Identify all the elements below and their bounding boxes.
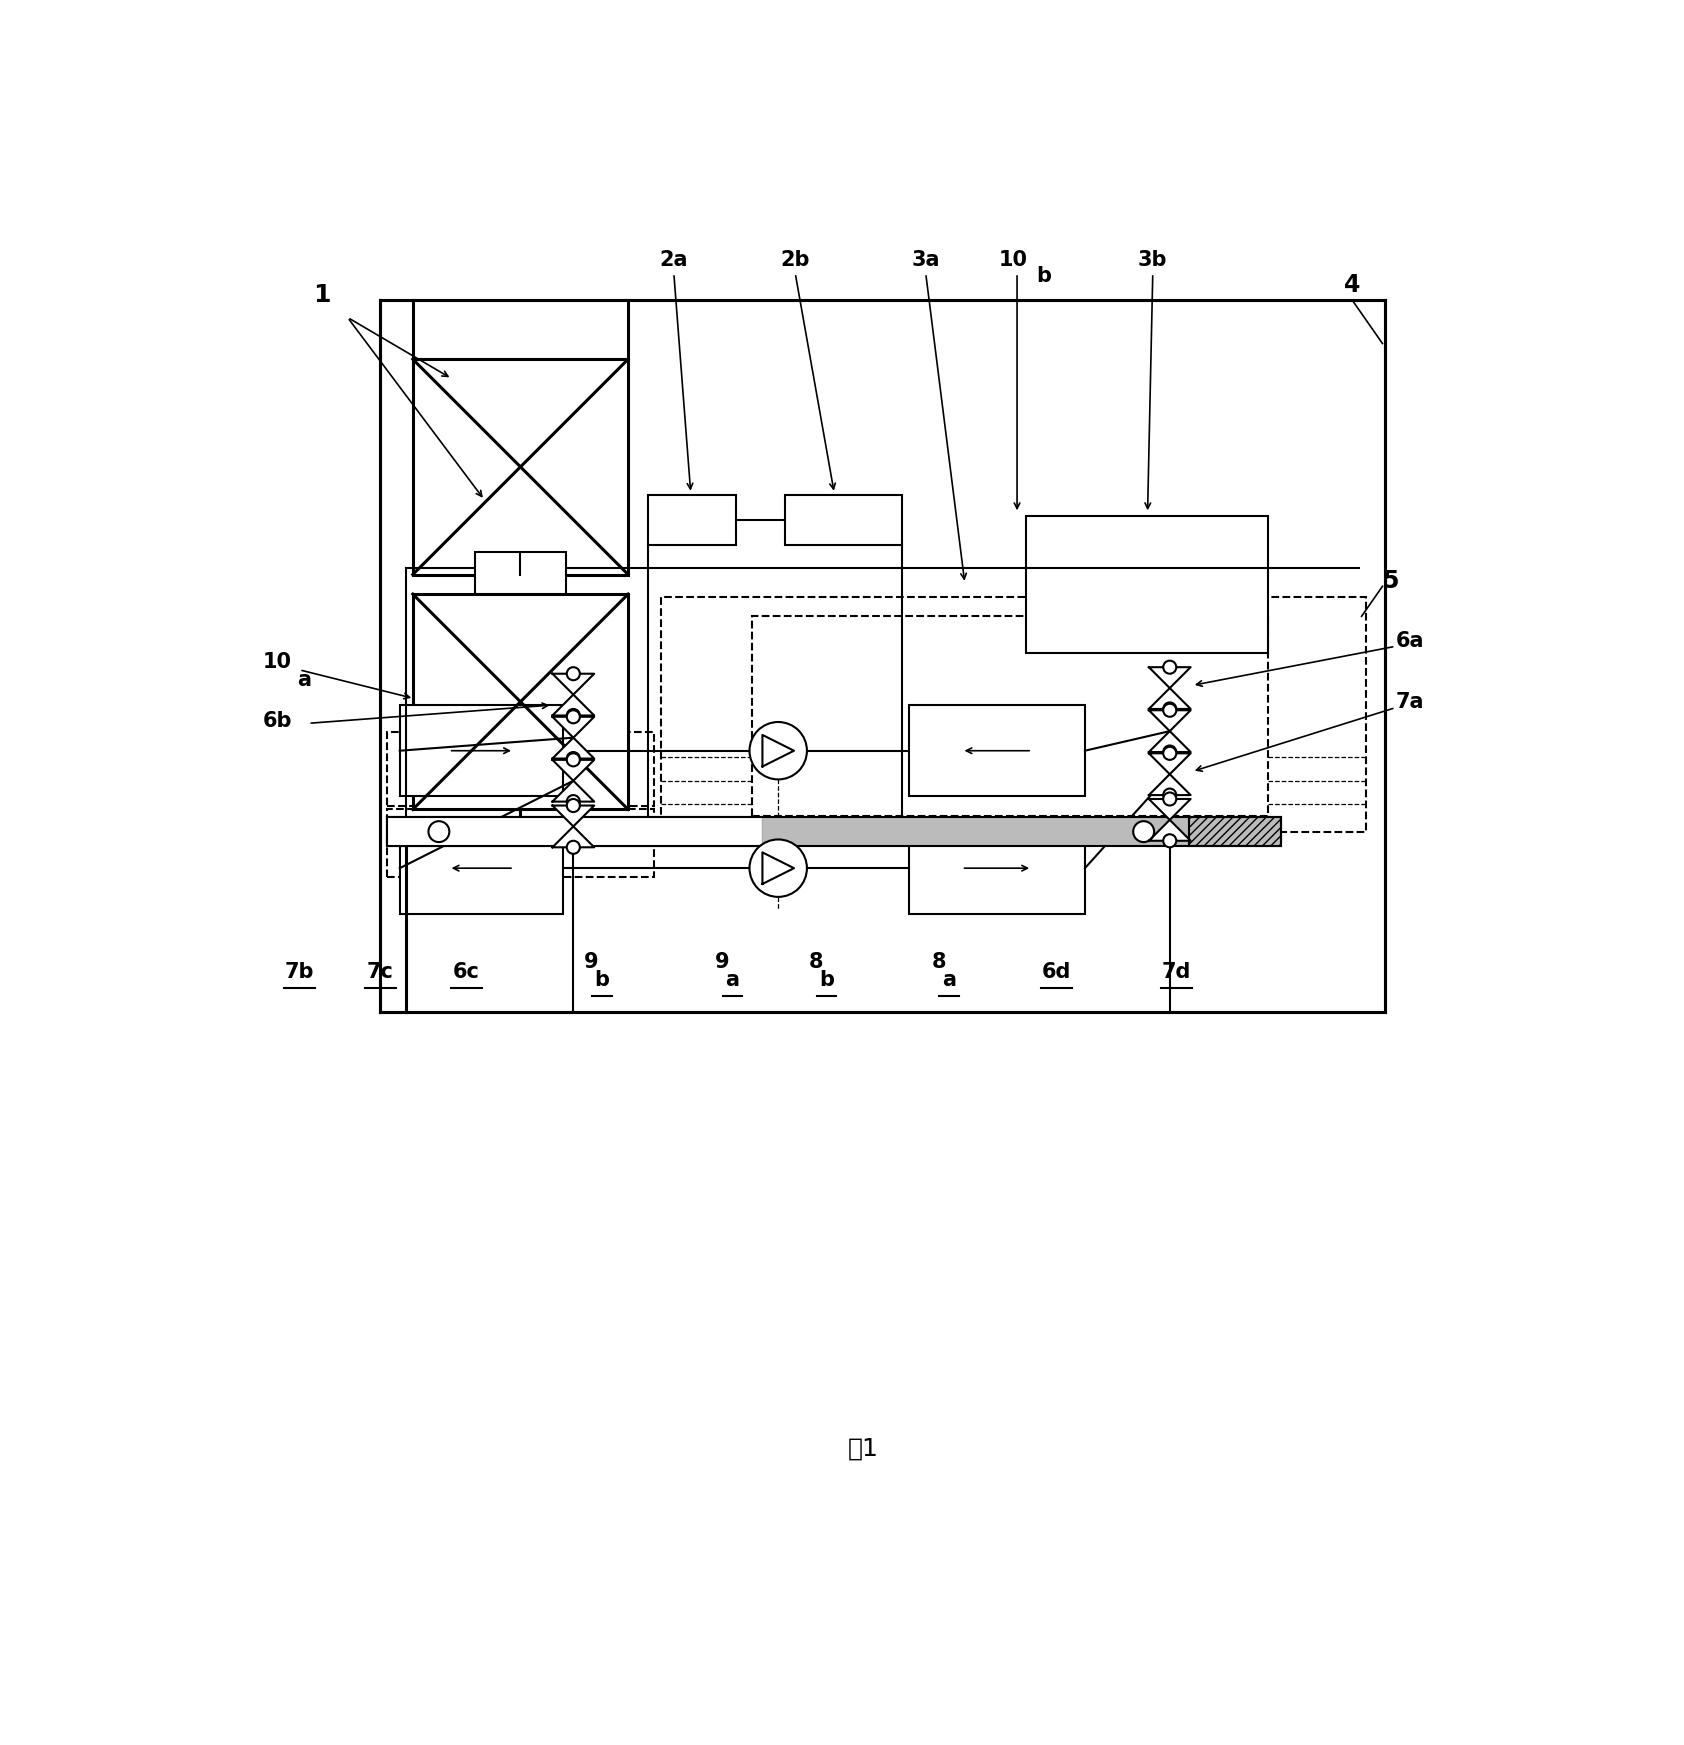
Polygon shape: [552, 695, 594, 715]
Text: 6b: 6b: [263, 710, 293, 731]
Polygon shape: [552, 827, 594, 848]
Bar: [909, 822, 1084, 914]
Polygon shape: [552, 738, 594, 759]
Text: 4: 4: [1344, 272, 1361, 297]
Bar: [475, 553, 566, 593]
Text: 8: 8: [931, 951, 946, 972]
Bar: [413, 359, 628, 574]
Bar: [387, 817, 763, 846]
Polygon shape: [1148, 799, 1191, 820]
Polygon shape: [552, 806, 594, 827]
Bar: [1026, 517, 1268, 653]
Circle shape: [568, 841, 579, 853]
Circle shape: [568, 667, 579, 681]
Bar: [381, 300, 1386, 1012]
Bar: [387, 817, 1282, 846]
Circle shape: [568, 752, 579, 764]
Bar: [785, 496, 903, 544]
Text: 7b: 7b: [285, 961, 313, 982]
Circle shape: [568, 710, 579, 724]
Polygon shape: [552, 780, 594, 801]
Text: 8: 8: [808, 951, 823, 972]
Text: 6a: 6a: [1396, 632, 1425, 651]
Text: 1: 1: [313, 283, 330, 307]
Polygon shape: [552, 674, 594, 695]
Circle shape: [568, 799, 579, 811]
Text: 7c: 7c: [367, 961, 394, 982]
Circle shape: [749, 722, 807, 780]
Text: 3b: 3b: [1138, 251, 1167, 270]
Polygon shape: [1148, 775, 1191, 796]
Polygon shape: [1148, 754, 1191, 775]
Circle shape: [1133, 822, 1154, 843]
Circle shape: [1164, 703, 1177, 717]
Polygon shape: [1148, 688, 1191, 708]
Bar: [909, 705, 1084, 796]
Text: 7a: 7a: [1396, 693, 1425, 712]
Bar: [660, 597, 1366, 832]
Polygon shape: [552, 759, 594, 780]
Circle shape: [568, 796, 579, 808]
Polygon shape: [552, 717, 594, 738]
Text: a: a: [941, 970, 957, 989]
Polygon shape: [1148, 731, 1191, 752]
Text: 6d: 6d: [1041, 961, 1071, 982]
Circle shape: [1164, 661, 1177, 674]
Text: b: b: [1037, 265, 1051, 286]
Text: 9: 9: [584, 951, 600, 972]
Circle shape: [1164, 789, 1177, 801]
Bar: [1189, 817, 1282, 846]
Text: 10: 10: [263, 653, 291, 672]
Bar: [387, 810, 653, 878]
Circle shape: [1164, 792, 1177, 806]
Polygon shape: [1148, 710, 1191, 731]
Text: 2b: 2b: [780, 251, 810, 270]
Circle shape: [568, 708, 579, 722]
Text: 5: 5: [1383, 569, 1399, 593]
Circle shape: [1164, 745, 1177, 759]
Text: 3a: 3a: [911, 251, 940, 270]
Circle shape: [568, 754, 579, 766]
Text: 2a: 2a: [660, 251, 689, 270]
Bar: [399, 822, 562, 914]
Polygon shape: [1148, 667, 1191, 688]
Bar: [753, 616, 1268, 817]
Text: a: a: [296, 670, 310, 691]
Circle shape: [428, 822, 450, 843]
Circle shape: [1164, 703, 1177, 715]
Text: 10: 10: [999, 251, 1027, 270]
Bar: [387, 733, 653, 806]
Polygon shape: [1148, 820, 1191, 841]
Bar: [648, 496, 736, 544]
Circle shape: [749, 839, 807, 897]
Text: 7d: 7d: [1162, 961, 1191, 982]
Text: 6c: 6c: [453, 961, 480, 982]
Text: b: b: [594, 970, 610, 989]
Circle shape: [1164, 834, 1177, 848]
Bar: [413, 593, 628, 810]
Text: b: b: [818, 970, 834, 989]
Text: 9: 9: [714, 951, 729, 972]
Circle shape: [1164, 747, 1177, 759]
Bar: [399, 705, 562, 796]
Text: 图1: 图1: [847, 1436, 879, 1461]
Text: a: a: [726, 970, 739, 989]
